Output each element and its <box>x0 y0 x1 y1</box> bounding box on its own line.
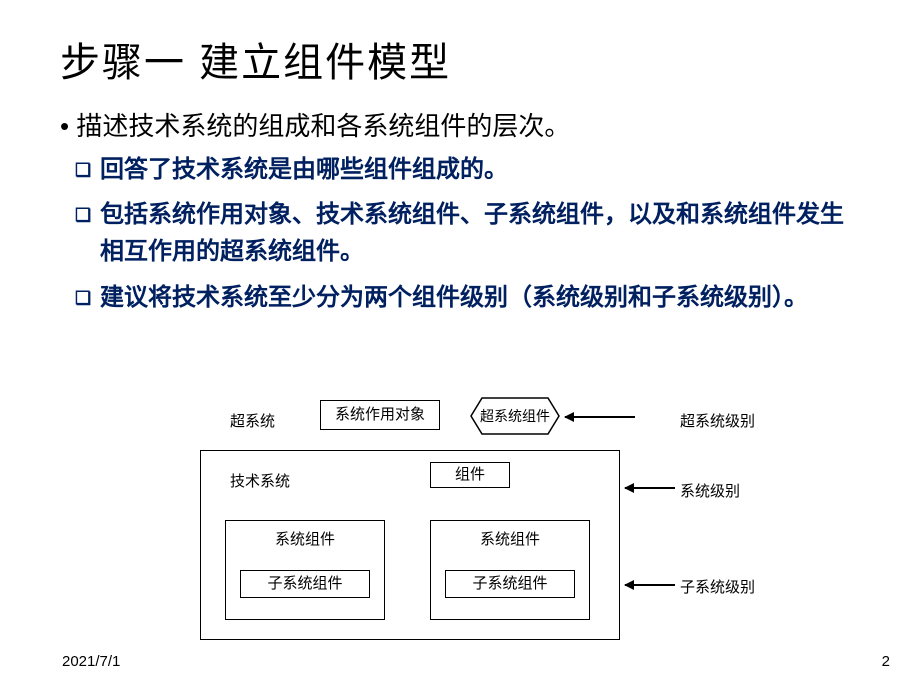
sub-component-box-1: 子系统组件 <box>240 570 370 598</box>
super-component-hex: 超系统组件 <box>470 397 560 435</box>
sub-component-box-2: 子系统组件 <box>445 570 575 598</box>
tech-system-label: 技术系统 <box>230 470 290 491</box>
arrow-sub <box>625 584 675 586</box>
level-system-label: 系统级别 <box>680 480 740 501</box>
system-component-label-1: 系统组件 <box>275 531 335 549</box>
arrow-super <box>565 416 635 418</box>
sub-bullet-3: 建议将技术系统至少分为两个组件级别（系统级别和子系统级别）。 <box>0 271 920 316</box>
sub-bullet-2: 包括系统作用对象、技术系统组件、子系统组件，以及和系统组件发生相互作用的超系统组… <box>0 188 920 270</box>
super-system-label: 超系统 <box>230 410 275 431</box>
slide-title: 步骤一 建立组件模型 <box>0 0 920 88</box>
level-sub-label: 子系统级别 <box>680 576 755 597</box>
main-bullet: 描述技术系统的组成和各系统组件的层次。 <box>0 88 920 143</box>
component-diagram: 超系统 系统作用对象 超系统组件 超系统级别 技术系统 组件 系统级别 系统组件… <box>180 400 860 650</box>
component-box: 组件 <box>430 462 510 488</box>
system-component-label-2: 系统组件 <box>480 531 540 549</box>
super-component-label: 超系统组件 <box>480 408 550 425</box>
arrow-system <box>625 487 675 489</box>
sub-bullet-1: 回答了技术系统是由哪些组件组成的。 <box>0 143 920 188</box>
system-object-box: 系统作用对象 <box>320 400 440 430</box>
level-super-label: 超系统级别 <box>680 410 755 431</box>
footer-page: 2 <box>882 653 890 670</box>
footer-date: 2021/7/1 <box>62 653 120 670</box>
